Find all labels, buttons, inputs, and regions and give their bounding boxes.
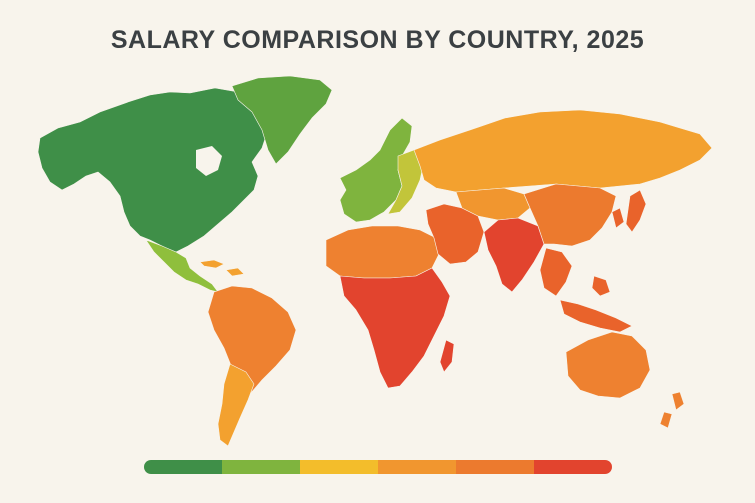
legend-segment-5 [456,460,534,474]
region-southern-cone [217,363,255,447]
legend-segment-4 [378,460,456,474]
hudson-bay [196,146,222,176]
region-middle-east [425,203,485,265]
region-north-america [37,87,269,253]
region-sub-saharan-africa [339,267,451,389]
region-australia [565,331,651,399]
region-russia [413,109,713,193]
region-china [523,183,617,247]
legend-segment-1 [144,460,222,474]
map-title: SALARY COMPARISON BY COUNTRY, 2025 [110,26,645,54]
region-central-asia [455,187,531,221]
region-japan-korea [611,189,647,233]
region-north-africa [325,225,441,279]
legend-segment-2 [222,460,300,474]
region-caribbean [199,259,245,277]
region-greenland [231,75,333,165]
legend-segment-6 [534,460,612,474]
region-new-zealand [659,391,685,429]
region-south-america [207,285,297,395]
world-map [37,75,713,447]
region-madagascar [439,339,455,373]
salary-color-scale [144,460,612,474]
region-southeast-asia [539,247,633,333]
region-south-asia [483,217,545,293]
legend-segment-3 [300,460,378,474]
